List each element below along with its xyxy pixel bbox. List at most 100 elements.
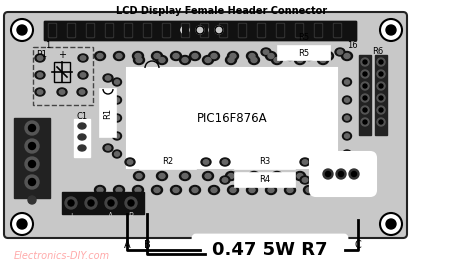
Ellipse shape: [97, 188, 103, 193]
Bar: [44, 21, 356, 40]
Ellipse shape: [189, 52, 201, 60]
Text: R5: R5: [298, 33, 310, 42]
Ellipse shape: [94, 185, 105, 194]
Ellipse shape: [323, 185, 333, 194]
Text: B: B: [144, 240, 150, 250]
Ellipse shape: [203, 160, 209, 164]
Ellipse shape: [205, 173, 211, 178]
Ellipse shape: [222, 178, 228, 182]
Ellipse shape: [271, 56, 283, 64]
Circle shape: [377, 82, 385, 90]
Bar: [238, 23, 246, 38]
Bar: [238, 23, 246, 37]
Circle shape: [196, 26, 204, 34]
Bar: [315, 24, 321, 36]
Bar: [276, 23, 284, 37]
Ellipse shape: [134, 172, 144, 181]
Circle shape: [11, 19, 33, 41]
Ellipse shape: [325, 188, 331, 193]
FancyBboxPatch shape: [4, 12, 407, 238]
Ellipse shape: [189, 185, 201, 194]
Ellipse shape: [80, 73, 86, 77]
Ellipse shape: [294, 172, 306, 181]
Circle shape: [338, 172, 343, 177]
Ellipse shape: [78, 145, 86, 151]
Ellipse shape: [342, 96, 351, 104]
Circle shape: [379, 96, 383, 100]
Ellipse shape: [261, 48, 271, 56]
Text: 0.47 5W R7: 0.47 5W R7: [212, 241, 328, 259]
Bar: [68, 24, 74, 37]
Text: R3: R3: [259, 157, 270, 167]
Bar: [74, 119, 90, 157]
Circle shape: [377, 106, 385, 114]
Ellipse shape: [318, 56, 328, 64]
Bar: [276, 23, 284, 38]
Circle shape: [108, 200, 114, 206]
Ellipse shape: [274, 173, 280, 178]
Ellipse shape: [112, 150, 122, 158]
Ellipse shape: [136, 173, 142, 178]
Circle shape: [379, 84, 383, 88]
Circle shape: [25, 157, 39, 171]
Circle shape: [379, 108, 383, 112]
Ellipse shape: [228, 57, 234, 63]
Ellipse shape: [266, 185, 276, 194]
Circle shape: [128, 200, 134, 206]
Bar: [258, 24, 264, 36]
Ellipse shape: [113, 185, 125, 194]
Text: R6: R6: [373, 47, 383, 56]
Circle shape: [361, 94, 369, 102]
Bar: [48, 23, 56, 38]
Circle shape: [363, 96, 367, 100]
Ellipse shape: [249, 188, 255, 193]
FancyBboxPatch shape: [310, 152, 376, 196]
Circle shape: [363, 120, 367, 124]
Text: 1: 1: [45, 41, 50, 50]
Ellipse shape: [342, 185, 352, 194]
Bar: [100, 89, 116, 137]
Ellipse shape: [228, 185, 238, 194]
Ellipse shape: [173, 53, 179, 59]
Circle shape: [349, 169, 359, 179]
Bar: [239, 24, 245, 37]
Circle shape: [361, 118, 369, 126]
Bar: [235, 173, 295, 187]
Ellipse shape: [342, 78, 351, 86]
Ellipse shape: [268, 53, 274, 59]
Bar: [235, 155, 295, 169]
Ellipse shape: [192, 53, 198, 59]
Ellipse shape: [77, 88, 87, 96]
Ellipse shape: [251, 57, 257, 63]
Text: R1: R1: [104, 107, 112, 119]
Ellipse shape: [97, 53, 103, 59]
Bar: [277, 24, 283, 36]
Bar: [295, 23, 303, 38]
Circle shape: [361, 82, 369, 90]
Circle shape: [28, 143, 36, 149]
Ellipse shape: [320, 57, 326, 63]
Ellipse shape: [59, 90, 65, 94]
Bar: [106, 24, 112, 36]
Circle shape: [28, 160, 36, 168]
Bar: [124, 23, 132, 37]
Text: +: +: [58, 50, 66, 60]
Ellipse shape: [112, 114, 122, 122]
Circle shape: [125, 197, 137, 209]
Text: C: C: [355, 240, 361, 250]
Ellipse shape: [136, 57, 142, 63]
Bar: [163, 24, 169, 36]
Ellipse shape: [112, 132, 122, 140]
Bar: [127, 68, 337, 168]
Circle shape: [386, 25, 396, 35]
Ellipse shape: [103, 144, 113, 152]
Bar: [87, 24, 93, 36]
Ellipse shape: [114, 116, 120, 120]
Ellipse shape: [159, 173, 165, 178]
Ellipse shape: [134, 56, 144, 64]
Ellipse shape: [284, 185, 296, 194]
Text: 16: 16: [346, 41, 357, 50]
Bar: [162, 23, 170, 37]
Ellipse shape: [114, 152, 120, 156]
Ellipse shape: [220, 158, 230, 166]
